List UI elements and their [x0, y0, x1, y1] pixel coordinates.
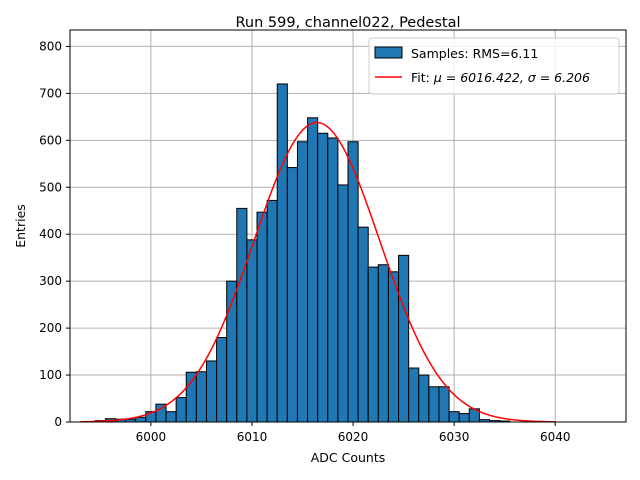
- histogram-bar: [387, 271, 400, 423]
- histogram-bar: [175, 397, 187, 423]
- histogram-bar: [307, 117, 319, 423]
- histogram-bar: [428, 386, 440, 423]
- y-tick-label: 200: [39, 321, 62, 335]
- histogram-bar: [276, 83, 288, 423]
- y-tick-label: 700: [39, 86, 62, 100]
- histogram-bar: [205, 360, 218, 423]
- histogram-bar: [438, 386, 450, 423]
- histogram-bar: [266, 199, 278, 423]
- histogram-bar: [377, 264, 389, 423]
- y-tick-label: 500: [39, 180, 62, 194]
- fit-curve: [80, 121, 556, 423]
- histogram-bar: [458, 413, 470, 423]
- histogram-bar: [357, 226, 369, 423]
- x-axis-ticks: 6000 6010 6020 6030 6040: [136, 422, 571, 444]
- histogram-bar: [418, 374, 430, 423]
- y-axis-label: Entries: [13, 204, 28, 248]
- histogram-bar: [337, 184, 349, 423]
- x-axis-label: ADC Counts: [311, 450, 386, 465]
- histogram-bar: [347, 141, 359, 423]
- histogram-bar: [135, 416, 147, 423]
- x-tick-label: 6040: [540, 430, 571, 444]
- histogram-bar: [185, 371, 197, 423]
- legend-histogram-swatch: [374, 46, 403, 59]
- histogram-bar: [195, 371, 207, 423]
- legend-box: [368, 37, 620, 95]
- y-tick-label: 100: [39, 368, 62, 382]
- histogram-bar: [367, 266, 379, 423]
- legend-fit-label: Fit: μ = 6016.422, σ = 6.206: [411, 70, 590, 85]
- histogram-bar: [448, 411, 460, 423]
- histogram-bars: [94, 83, 511, 423]
- x-tick-label: 6020: [338, 430, 369, 444]
- y-tick-label: 800: [39, 39, 62, 53]
- histogram-bar: [296, 141, 309, 423]
- y-tick-label: 400: [39, 227, 62, 241]
- histogram-bar: [327, 137, 339, 423]
- histogram-bar: [236, 207, 248, 423]
- y-tick-label: 300: [39, 274, 62, 288]
- legend: Samples: RMS=6.11 Fit: μ = 6016.422, σ =…: [368, 37, 620, 95]
- histogram-bar: [317, 132, 329, 423]
- x-tick-label: 6030: [439, 430, 470, 444]
- chart-title: Run 599, channel022, Pedestal: [235, 15, 460, 31]
- histogram-bar: [165, 411, 177, 423]
- y-tick-label: 0: [54, 415, 62, 429]
- histogram-bar: [246, 239, 258, 423]
- legend-histogram-label: Samples: RMS=6.11: [411, 46, 538, 61]
- histogram-bar: [398, 254, 410, 423]
- histogram-bar: [256, 211, 268, 423]
- histogram-bar: [216, 336, 228, 423]
- x-tick-label: 6000: [136, 430, 167, 444]
- x-tick-label: 6010: [237, 430, 268, 444]
- histogram-bar: [408, 367, 420, 423]
- y-tick-label: 600: [39, 133, 62, 147]
- plot-frame: [69, 29, 627, 423]
- y-axis-ticks: 0 100 200 300 400 500 600 700 800: [39, 39, 70, 429]
- histogram-bar: [286, 167, 298, 423]
